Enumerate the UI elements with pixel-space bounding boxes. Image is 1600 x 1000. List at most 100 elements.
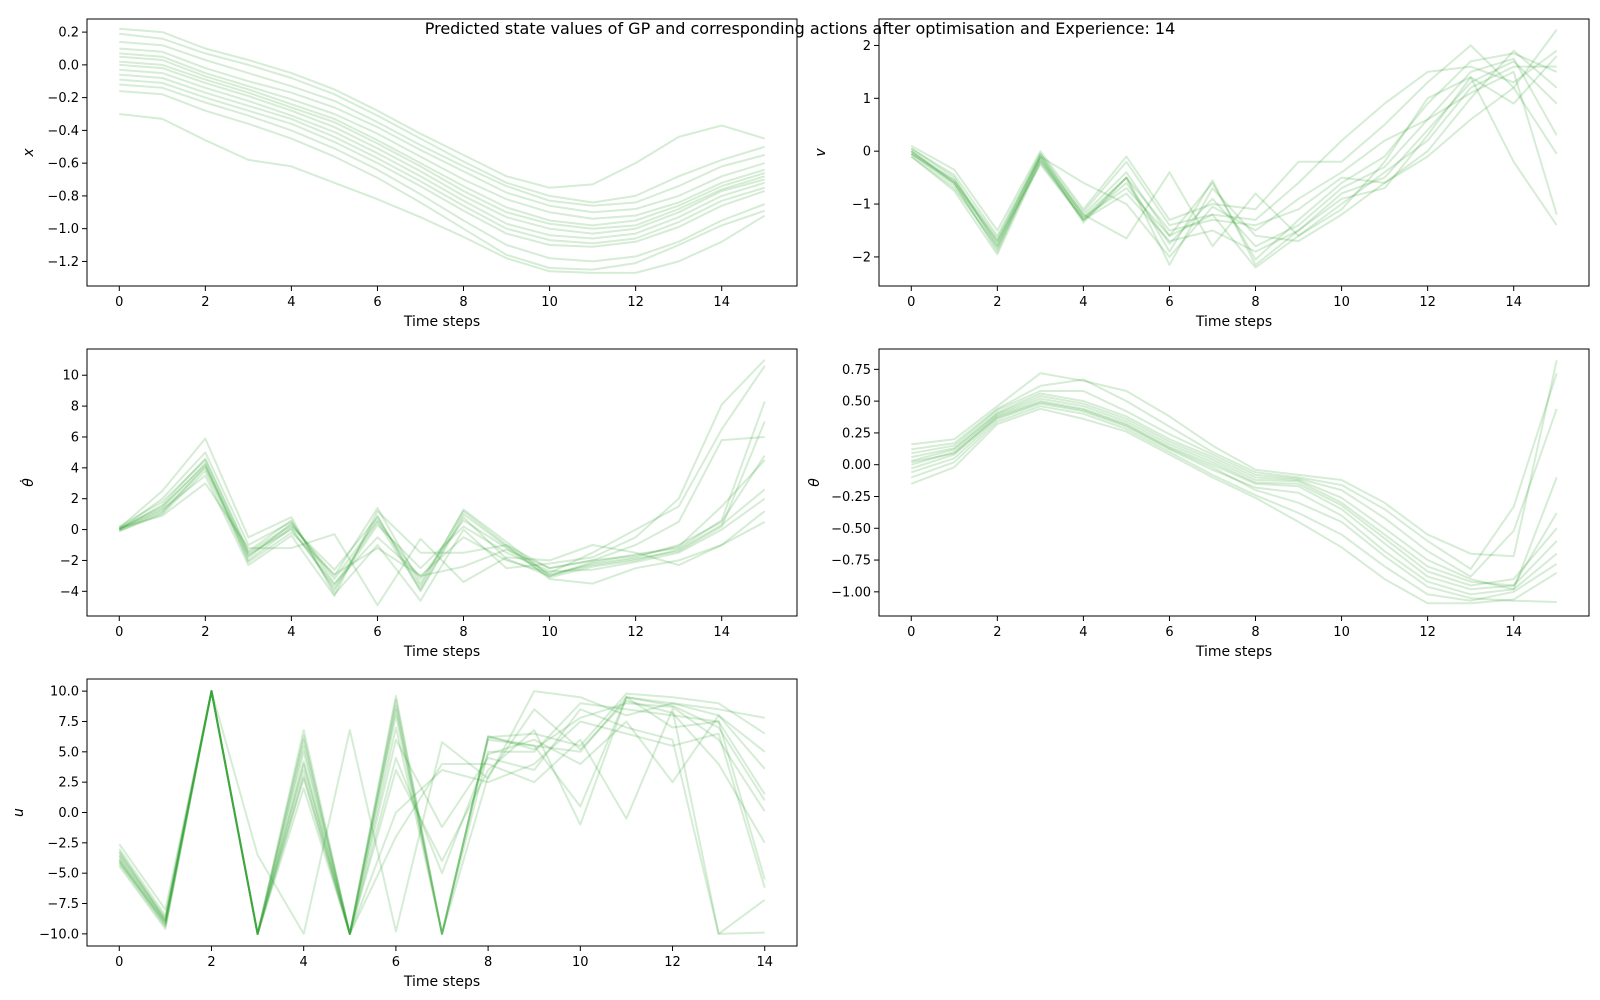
series-line-1 — [118, 365, 766, 585]
y-tick-label: 8 — [71, 400, 79, 415]
series-group — [118, 359, 766, 607]
x-tick-label: 2 — [993, 625, 1001, 640]
series-line-3 — [118, 690, 766, 935]
x-tick-label: 4 — [1079, 295, 1087, 310]
y-tick-label: −2.5 — [47, 836, 79, 851]
x-tick-label: 8 — [459, 295, 467, 310]
series-line-9 — [910, 407, 1558, 605]
y-tick-label: −0.8 — [47, 189, 79, 204]
series-line-9 — [119, 73, 765, 245]
series-line-1 — [911, 372, 1558, 570]
y-tick-label: −0.4 — [47, 124, 79, 139]
y-tick-label: 7.5 — [58, 715, 79, 730]
x-tick-label: 6 — [1165, 295, 1173, 310]
subplot-theta: 0 2 4 6 8 10 12 14 −1.00 −0.75 −0.50 −0.25 0.00 0.25 0… — [807, 348, 1590, 660]
y-tick-label: −0.50 — [831, 522, 871, 537]
series-line-6 — [910, 400, 1558, 591]
series-line-11 — [118, 690, 766, 935]
y-tick-label: −2 — [852, 250, 871, 265]
x-tick-label: 10 — [1333, 625, 1350, 640]
series-line-8 — [118, 401, 766, 593]
series-line-1 — [910, 49, 1558, 237]
subplot-u: 0 2 4 6 8 10 12 14 −10.0 −7.5 −5.0 −2.5 0.0 2.5 5.0 7.5… — [11, 678, 798, 990]
series-line-4 — [118, 690, 766, 935]
x-tick-label: 14 — [713, 295, 730, 310]
series-line-2 — [119, 40, 765, 207]
series-line-8 — [910, 76, 1558, 248]
series-line-6 — [910, 49, 1558, 266]
y-tick-label: 10 — [62, 369, 79, 384]
y-tick-label: −10.0 — [39, 927, 79, 942]
series-line-6 — [119, 60, 765, 230]
series-line-5 — [119, 55, 765, 227]
subplot-thetadot: 0 2 4 6 8 10 12 14 −4 −2 0 2 4 6 8 10 Time steps θ̇ — [19, 348, 798, 660]
x-tick-label: 10 — [572, 955, 589, 970]
series-line-7 — [119, 63, 765, 235]
y-tick-label: 0.0 — [58, 806, 79, 821]
x-tick-label: 8 — [1251, 625, 1259, 640]
series-line-10 — [118, 690, 766, 935]
figure-title: Predicted state values of GP and corresp… — [425, 19, 1176, 38]
subplot-grid: 0 2 4 6 8 10 12 14−1.2−1.0−0.8−0.6−0.4−0.20.00.… — [11, 18, 1590, 990]
series-line-5 — [910, 65, 1557, 269]
series-group — [910, 360, 1558, 605]
series-line-9 — [910, 70, 1558, 258]
series-group — [119, 27, 766, 274]
y-tick-label: 6 — [71, 430, 79, 445]
y-tick-label: −1.00 — [831, 585, 871, 600]
x-tick-label: 8 — [484, 955, 492, 970]
axes-frame — [878, 348, 1590, 617]
y-axis-label: u — [11, 808, 27, 817]
y-tick-label: 0 — [71, 523, 79, 538]
y-tick-label: 0.2 — [58, 26, 79, 41]
x-tick-label: 8 — [459, 625, 467, 640]
axes-frame — [86, 348, 798, 617]
x-tick-label: 6 — [373, 295, 381, 310]
y-axis-label: θ — [807, 478, 823, 487]
series-line-0 — [119, 27, 765, 189]
y-tick-label: −4 — [60, 585, 79, 600]
x-tick-label: 12 — [1419, 625, 1436, 640]
axes-frame — [878, 18, 1590, 287]
x-tick-label: 4 — [1079, 625, 1087, 640]
x-tick-label: 10 — [1333, 295, 1350, 310]
series-line-10 — [118, 459, 766, 577]
series-line-1 — [118, 690, 766, 935]
y-tick-label: 0.75 — [842, 363, 871, 378]
y-tick-label: −0.6 — [47, 157, 79, 172]
x-tick-label: 6 — [373, 625, 381, 640]
series-line-2 — [118, 690, 766, 935]
y-tick-label: 2.5 — [58, 776, 79, 791]
y-tick-label: −1.0 — [47, 222, 79, 237]
series-line-8 — [910, 405, 1558, 602]
y-tick-label: −7.5 — [47, 897, 79, 912]
series-line-7 — [910, 402, 1558, 596]
y-tick-label: 0.50 — [842, 395, 871, 410]
y-tick-label: 0.00 — [842, 458, 871, 473]
y-tick-label: 10.0 — [50, 685, 79, 700]
x-tick-label: 2 — [201, 295, 209, 310]
x-axis-label: Time steps — [1195, 314, 1272, 330]
series-line-4 — [910, 57, 1558, 248]
x-tick-label: 12 — [1419, 295, 1436, 310]
series-line-6 — [118, 474, 766, 597]
series-line-0 — [118, 359, 766, 602]
y-tick-label: 1 — [863, 92, 871, 107]
series-line-3 — [118, 454, 766, 588]
x-tick-label: 4 — [300, 955, 308, 970]
series-line-6 — [118, 690, 766, 935]
series-line-8 — [118, 690, 766, 935]
series-line-9 — [118, 421, 766, 591]
y-tick-label: 5.0 — [58, 745, 79, 760]
series-line-1 — [119, 32, 765, 204]
x-tick-label: 2 — [201, 625, 209, 640]
series-line-11 — [119, 83, 766, 263]
series-line-3 — [911, 392, 1558, 591]
y-tick-label: 0.25 — [842, 426, 871, 441]
series-line-9 — [118, 690, 766, 935]
x-tick-label: 0 — [115, 295, 123, 310]
x-axis-label: Time steps — [403, 644, 480, 660]
subplot-x: 0 2 4 6 8 10 12 14 −1.2 −1.0 −0.8 −0.6 −0.4 −0.2 0.0 0.… — [21, 18, 798, 330]
x-tick-label: 8 — [1251, 295, 1259, 310]
